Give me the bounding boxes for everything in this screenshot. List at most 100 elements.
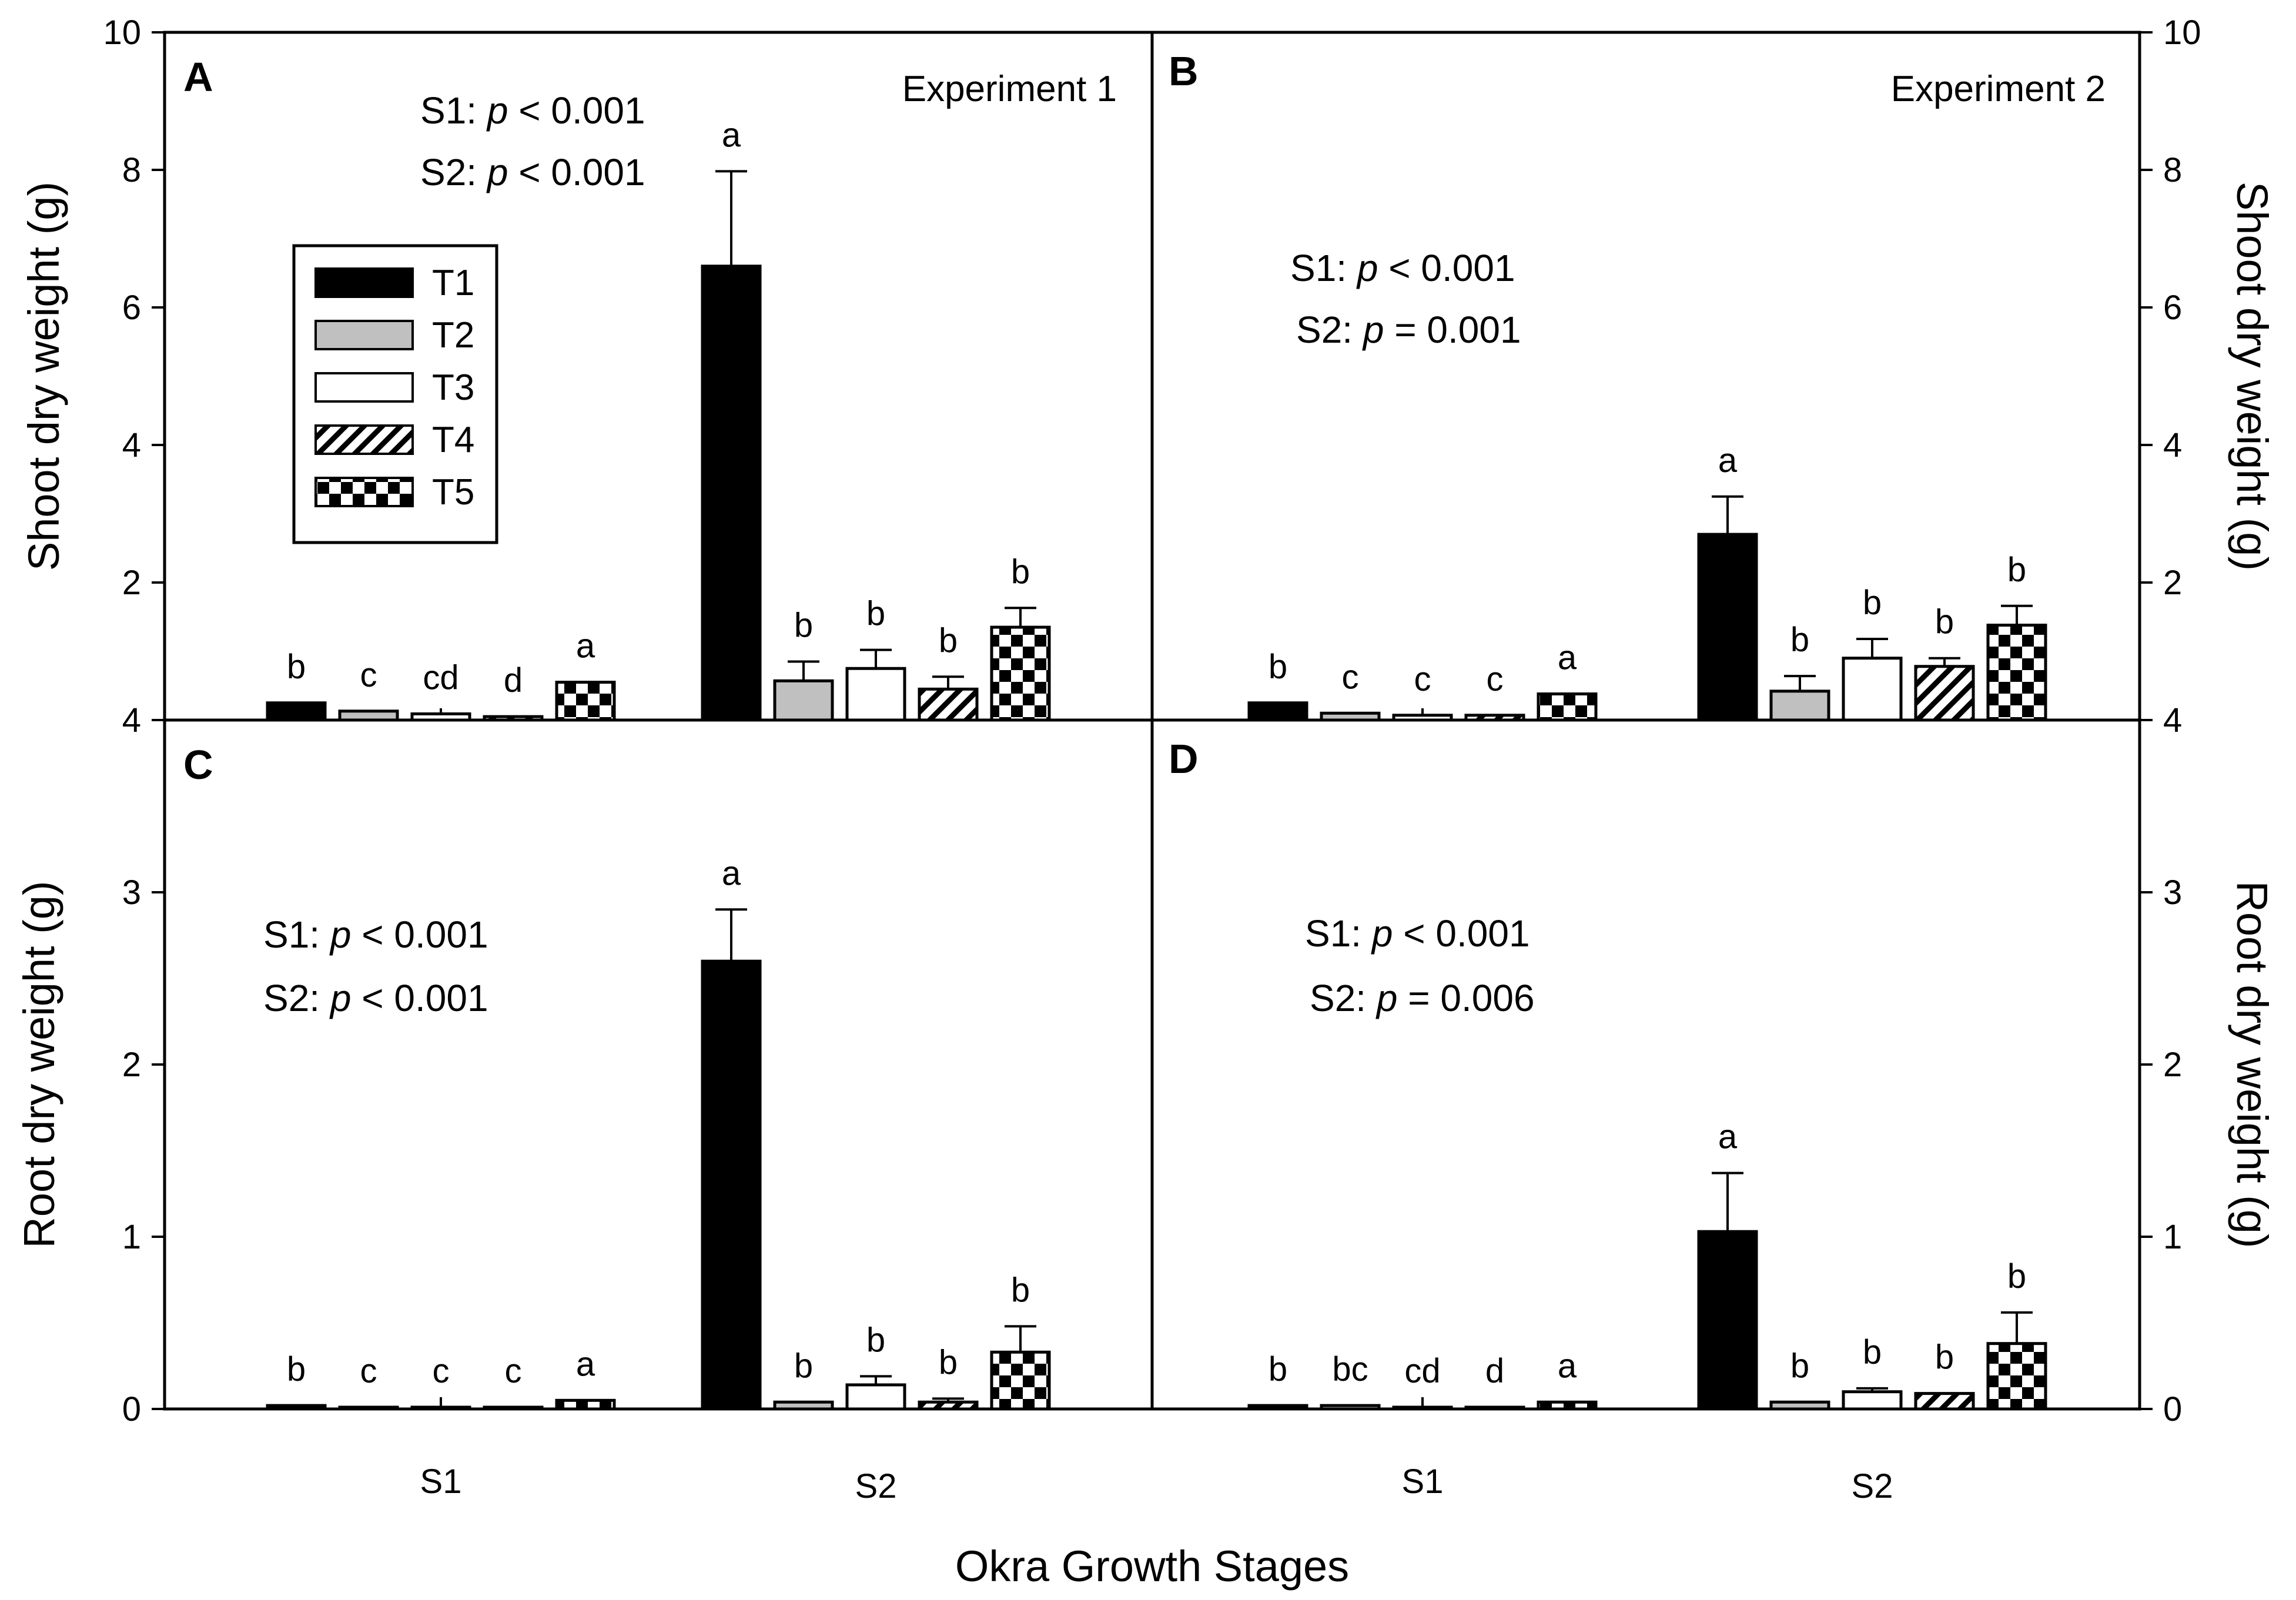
x-tick-label: S2 <box>1852 1467 1893 1505</box>
legend-item-t2: T2 <box>314 315 474 356</box>
y-tick-label: 2 <box>122 1046 141 1084</box>
significance-letter: d <box>1485 1352 1504 1390</box>
significance-letter: b <box>939 621 958 660</box>
stat-line: S2: p < 0.001 <box>420 151 645 193</box>
bar <box>1769 1400 1830 1411</box>
y-tick-label: 8 <box>2163 151 2182 189</box>
bar <box>1537 692 1598 722</box>
bar <box>1697 1230 1758 1411</box>
significance-letter: b <box>1269 648 1287 686</box>
bar <box>483 1405 544 1411</box>
legend-swatch <box>314 424 414 455</box>
bar <box>410 712 471 722</box>
significance-letter: a <box>1718 441 1738 480</box>
significance-letter: b <box>1935 603 1954 641</box>
significance-letter: a <box>576 1345 595 1383</box>
chart-marks: 4246810bacbcdbdbab4246810bacbcbcbab0123S… <box>103 14 2201 1505</box>
significance-letter: b <box>1863 584 1882 622</box>
legend-swatch <box>314 267 414 298</box>
y-tick-label: 4 <box>2163 426 2182 464</box>
significance-letter: c <box>505 1352 522 1390</box>
bar <box>555 681 616 722</box>
bar <box>483 715 544 722</box>
y-tick-label: 4 <box>122 701 141 739</box>
bar <box>990 1350 1051 1411</box>
y-tick-label: 4 <box>2163 701 2182 739</box>
y-tick-label: 10 <box>2163 14 2201 52</box>
bar <box>1769 689 1830 722</box>
bar <box>773 1400 834 1411</box>
significance-letter: a <box>722 116 741 154</box>
significance-letter: b <box>939 1343 958 1381</box>
legend-item-t4: T4 <box>314 420 474 460</box>
significance-letter: b <box>1011 1271 1030 1309</box>
significance-letter: cd <box>423 658 458 697</box>
experiment-1-label: Experiment 1 <box>902 69 1117 109</box>
stat-line: S1: p < 0.001 <box>263 913 488 956</box>
significance-letter: b <box>2007 551 2026 589</box>
bar <box>555 1398 616 1411</box>
panel-letter-b: B <box>1169 48 1199 94</box>
y-tick-label: 4 <box>122 426 141 464</box>
y-axis-title-root-right: Root dry weight (g) <box>2228 881 2277 1248</box>
bar <box>1842 657 1903 722</box>
stat-line: S2: p = 0.001 <box>1296 309 1521 351</box>
bar <box>1914 665 1975 722</box>
significance-letter: b <box>2007 1257 2026 1296</box>
y-tick-label: 6 <box>122 289 141 327</box>
legend: T1 T2 T3 T4 T5 <box>292 244 498 544</box>
bar <box>1464 714 1525 722</box>
significance-letter: c <box>360 1352 377 1390</box>
significance-letter: a <box>576 627 595 665</box>
legend-swatch <box>314 477 414 507</box>
bar <box>990 625 1051 722</box>
stat-line: S1: p < 0.001 <box>1290 247 1515 289</box>
stats-panel-b: S1: p < 0.001 S2: p = 0.001 <box>1290 247 1521 351</box>
significance-letter: d <box>504 661 523 699</box>
x-tick-label: S2 <box>855 1467 897 1505</box>
significance-letter: b <box>866 1321 885 1359</box>
bar <box>1247 1404 1308 1411</box>
stats-panel-d: S1: p < 0.001 S2: p = 0.006 <box>1305 912 1535 1019</box>
bar <box>266 1404 327 1411</box>
bar <box>1392 714 1453 722</box>
stat-line: S1: p < 0.001 <box>420 89 645 132</box>
significance-letter: b <box>866 595 885 633</box>
y-axis-title-shoot-left: Shoot dry weight (g) <box>19 182 68 571</box>
bar <box>701 265 762 722</box>
panel-letter-a: A <box>183 54 213 100</box>
significance-letter: b <box>1790 621 1809 659</box>
bar <box>1986 624 2047 722</box>
stats-panel-a: S1: p < 0.001 S2: p < 0.001 <box>420 89 645 193</box>
significance-letter: cd <box>1404 1352 1440 1390</box>
significance-letter: bc <box>1332 1350 1368 1388</box>
y-tick-label: 10 <box>103 14 141 52</box>
bar <box>1464 1405 1525 1411</box>
bar <box>845 1383 906 1411</box>
stat-line: S1: p < 0.001 <box>1305 912 1530 955</box>
significance-letter: b <box>1790 1347 1809 1385</box>
panel-letter-d: D <box>1169 736 1199 782</box>
significance-letter: c <box>1487 660 1504 698</box>
significance-letter: b <box>794 1347 813 1385</box>
y-tick-label: 8 <box>122 151 141 189</box>
y-tick-label: 0 <box>2163 1390 2182 1428</box>
bar <box>701 959 762 1411</box>
significance-letter: a <box>1558 1347 1577 1385</box>
significance-letter: a <box>722 854 741 892</box>
y-tick-label: 1 <box>122 1218 141 1256</box>
bar <box>266 701 327 722</box>
legend-label: T1 <box>432 263 474 303</box>
bar <box>845 667 906 722</box>
legend-item-t1: T1 <box>314 263 474 303</box>
significance-letter: b <box>1011 553 1030 591</box>
legend-label: T5 <box>432 472 474 513</box>
significance-letter: b <box>287 1350 306 1388</box>
y-axis-title-root-left: Root dry weight (g) <box>15 881 63 1248</box>
significance-letter: c <box>1342 658 1359 696</box>
significance-letter: b <box>794 607 813 645</box>
x-axis-title: Okra Growth Stages <box>955 1542 1349 1591</box>
bar <box>918 687 979 722</box>
significance-letter: b <box>1863 1333 1882 1371</box>
legend-label: T3 <box>432 367 474 408</box>
